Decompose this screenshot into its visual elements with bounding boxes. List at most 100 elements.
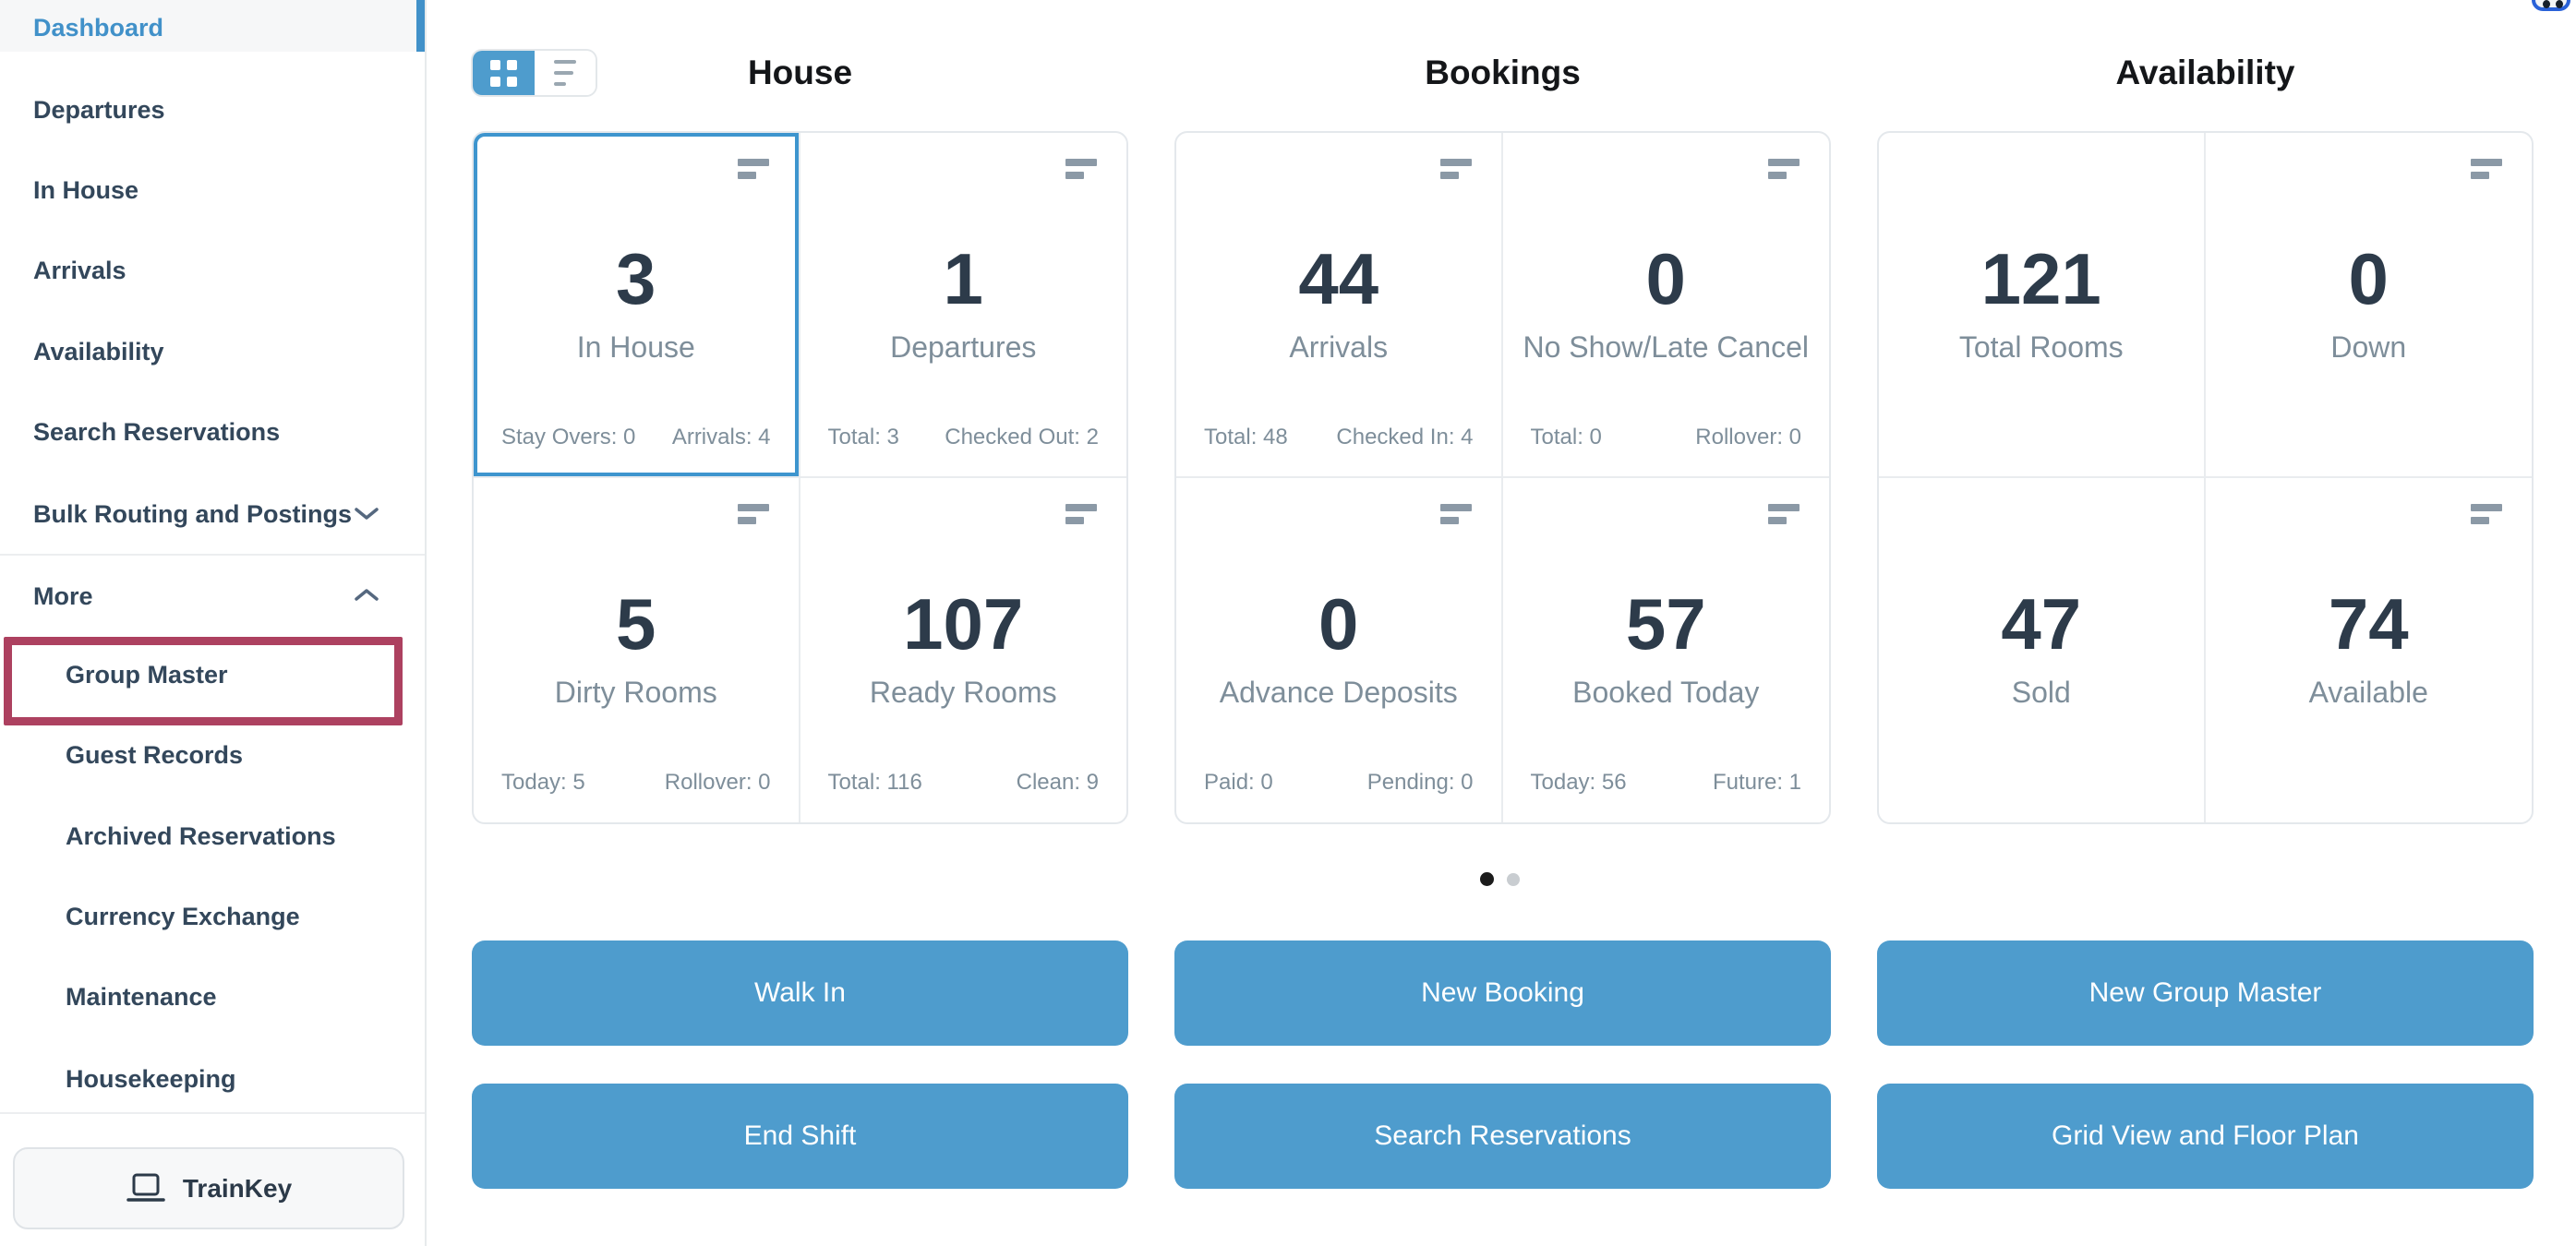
stat-value: 44 [1298, 238, 1379, 319]
stat-menu-icon[interactable] [2471, 503, 2502, 524]
stat-value: 74 [2328, 582, 2409, 665]
laptop-icon [126, 1173, 165, 1202]
sidebar-item-departures[interactable]: Departures [33, 96, 165, 124]
pagination-dot-active[interactable] [1480, 872, 1494, 886]
sidebar-divider [0, 554, 425, 556]
stat-card-sold[interactable]: 47 Sold [1879, 477, 2206, 822]
sidebar-item-in-house[interactable]: In House [33, 176, 139, 204]
sidebar-item-label: Bulk Routing and Postings [33, 500, 352, 528]
stat-value: 0 [1645, 238, 1686, 319]
stat-foot-right: Checked In: 4 [1336, 425, 1474, 449]
sidebar-item-bulk-routing-and-postings[interactable]: Bulk Routing and Postings [33, 489, 406, 539]
stat-card-departures[interactable]: 1 Departures Total: 3 Checked Out: 2 [800, 133, 1126, 478]
stat-label: Total Rooms [1958, 330, 2124, 364]
stat-label: Ready Rooms [869, 675, 1057, 709]
stat-foot-right: Arrivals: 4 [671, 425, 771, 449]
stat-card-no-show-late-cancel[interactable]: 0 No Show/Late Cancel Total: 0 Rollover: … [1502, 133, 1829, 478]
stat-foot-left: Total: 48 [1204, 425, 1288, 449]
stat-card-booked-today[interactable]: 57 Booked Today Today: 56 Future: 1 [1503, 478, 1830, 823]
list-icon [553, 60, 576, 86]
sidebar-item-archived-reservations[interactable]: Archived Reservations [66, 822, 336, 850]
stat-menu-icon[interactable] [1768, 159, 1800, 179]
sidebar: Dashboard Departures In House Arrivals A… [0, 0, 427, 1246]
card-group-bookings: 44 Arrivals Total: 48 Checked In: 4 0 No … [1174, 131, 1831, 824]
active-item-indicator [416, 0, 425, 52]
sidebar-item-more[interactable]: More [33, 571, 406, 621]
stat-menu-icon[interactable] [737, 503, 769, 524]
stat-label: Departures [890, 330, 1037, 364]
stat-value: 107 [903, 582, 1024, 665]
view-toggle [473, 51, 596, 95]
stat-card-available[interactable]: 74 Available [2206, 478, 2533, 823]
stat-card-in-house[interactable]: 3 In House Stay Overs: 0 Arrivals: 4 [474, 133, 800, 478]
sidebar-item-housekeeping[interactable]: Housekeeping [66, 1065, 236, 1093]
stat-menu-icon[interactable] [1439, 159, 1472, 179]
sidebar-item-currency-exchange[interactable]: Currency Exchange [66, 903, 300, 930]
stat-menu-icon[interactable] [2471, 159, 2502, 179]
stat-foot-right: Pending: 0 [1366, 769, 1474, 795]
stat-foot-left: Stay Overs: 0 [501, 425, 636, 449]
sidebar-item-arrivals[interactable]: Arrivals [33, 257, 126, 284]
stat-label: In House [576, 330, 695, 364]
trainkey-label: TrainKey [182, 1173, 293, 1203]
stat-value: 0 [2348, 238, 2389, 319]
card-group-availability: 121 Total Rooms 0 Down 47 Sold 74 Availa… [1877, 131, 2534, 824]
sidebar-item-maintenance[interactable]: Maintenance [66, 983, 217, 1011]
stat-foot-right: Checked Out: 2 [945, 425, 1099, 449]
stat-foot-left: Today: 56 [1530, 769, 1627, 795]
stat-card-ready-rooms[interactable]: 107 Ready Rooms Total: 116 Clean: 9 [800, 478, 1127, 823]
sidebar-item-search-reservations[interactable]: Search Reservations [33, 418, 281, 446]
stat-menu-icon[interactable] [737, 159, 769, 179]
end-shift-button[interactable]: End Shift [472, 1084, 1128, 1189]
section-title-availability: Availability [2115, 54, 2295, 91]
card-group-house: 3 In House Stay Overs: 0 Arrivals: 4 1 De… [472, 131, 1128, 824]
stat-label: No Show/Late Cancel [1523, 330, 1809, 364]
stat-card-advance-deposits[interactable]: 0 Advance Deposits Paid: 0 Pending: 0 [1176, 477, 1503, 822]
stat-value: 5 [616, 582, 656, 665]
chevron-down-icon [355, 508, 379, 520]
section-title-bookings: Bookings [1425, 54, 1581, 91]
sidebar-divider [0, 1112, 425, 1114]
stat-menu-icon[interactable] [1768, 503, 1800, 524]
stat-label: Sold [2011, 675, 2071, 709]
stat-value: 3 [616, 238, 656, 319]
stat-menu-icon[interactable] [1065, 503, 1097, 524]
stat-card-dirty-rooms[interactable]: 5 Dirty Rooms Today: 5 Rollover: 0 [474, 477, 800, 822]
stat-foot-right: Rollover: 0 [1695, 425, 1801, 449]
stat-value: 1 [943, 238, 983, 319]
stat-foot-right: Rollover: 0 [664, 769, 771, 795]
chevron-up-icon [355, 589, 379, 601]
stat-label: Arrivals [1289, 330, 1389, 364]
stat-menu-icon[interactable] [1065, 159, 1097, 179]
stat-label: Down [2330, 330, 2407, 364]
stat-label: Booked Today [1572, 675, 1760, 709]
trainkey-button[interactable]: TrainKey [13, 1147, 404, 1229]
grid-view-floor-plan-button[interactable]: Grid View and Floor Plan [1877, 1084, 2534, 1189]
list-view-toggle[interactable] [534, 51, 596, 95]
stat-card-total-rooms[interactable]: 121 Total Rooms [1879, 133, 2206, 478]
search-reservations-button[interactable]: Search Reservations [1174, 1084, 1831, 1189]
new-booking-button[interactable]: New Booking [1174, 940, 1831, 1046]
stat-foot-left: Today: 5 [501, 769, 585, 795]
badge-dot [2543, 0, 2550, 8]
browser-extension-badge[interactable] [2532, 0, 2570, 11]
grid-view-toggle[interactable] [473, 51, 535, 95]
sidebar-item-dashboard[interactable]: Dashboard [33, 14, 164, 42]
sidebar-item-group-master[interactable]: Group Master [66, 661, 228, 689]
stat-card-down[interactable]: 0 Down [2205, 133, 2532, 478]
stat-foot-right: Clean: 9 [1016, 769, 1099, 795]
carousel-pagination [1480, 872, 1520, 886]
new-group-master-button[interactable]: New Group Master [1877, 940, 2534, 1046]
stat-foot-right: Future: 1 [1712, 769, 1801, 795]
stat-card-arrivals[interactable]: 44 Arrivals Total: 48 Checked In: 4 [1176, 133, 1503, 478]
pagination-dot[interactable] [1507, 872, 1520, 886]
sidebar-item-availability[interactable]: Availability [33, 338, 164, 365]
sidebar-item-guest-records[interactable]: Guest Records [66, 741, 244, 769]
walk-in-button[interactable]: Walk In [472, 940, 1128, 1046]
stat-foot-left: Total: 3 [827, 425, 899, 449]
stat-foot-left: Paid: 0 [1204, 769, 1273, 795]
stat-label: Available [2308, 675, 2428, 709]
grid-icon [489, 59, 517, 87]
stat-menu-icon[interactable] [1439, 503, 1472, 524]
